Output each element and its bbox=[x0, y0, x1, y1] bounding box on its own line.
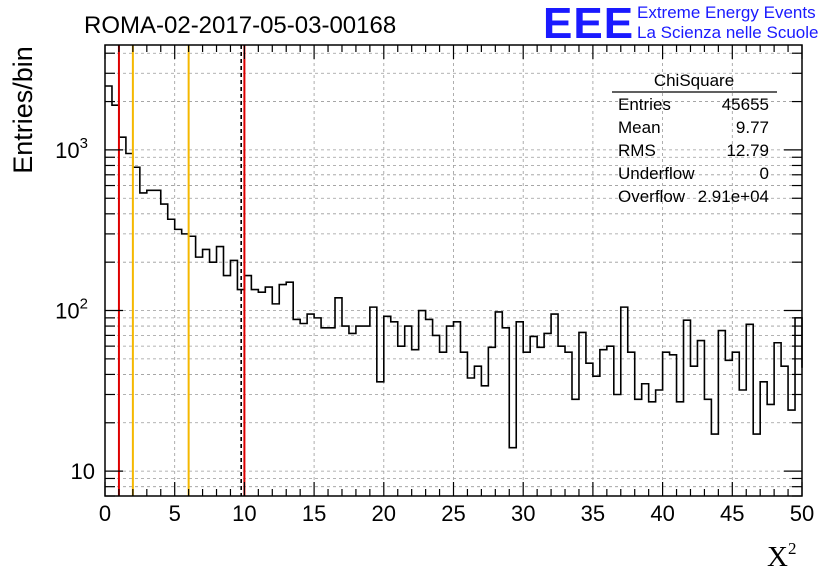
x-axis-label-sup: 2 bbox=[788, 539, 797, 558]
stats-label-mean: Mean bbox=[618, 118, 661, 137]
logo-line-1: Extreme Energy Events bbox=[637, 3, 816, 22]
stats-value-rms: 12.79 bbox=[726, 141, 769, 160]
x-tick-label: 35 bbox=[581, 501, 605, 526]
y-tick-label: 103 bbox=[55, 135, 88, 163]
grid-lines bbox=[105, 45, 802, 497]
y-tick-label-base: 10 bbox=[55, 138, 79, 163]
histogram-outline bbox=[105, 85, 803, 449]
stats-label-underflow: Underflow bbox=[618, 164, 695, 183]
x-tick-label: 45 bbox=[720, 501, 744, 526]
y-tick-label-base: 10 bbox=[55, 299, 79, 324]
stats-label-entries: Entries bbox=[618, 95, 671, 114]
x-tick-label: 15 bbox=[302, 501, 326, 526]
x-tick-label: 10 bbox=[232, 501, 256, 526]
stats-value-overflow: 2.91e+04 bbox=[698, 187, 769, 206]
histogram-layer bbox=[105, 85, 803, 449]
axis-ticks bbox=[104, 45, 803, 497]
x-tick-label: 0 bbox=[99, 501, 111, 526]
x-axis-label: X2 bbox=[767, 539, 796, 572]
x-tick-label: 40 bbox=[650, 501, 674, 526]
x-tick-label: 25 bbox=[441, 501, 465, 526]
x-tick-label: 20 bbox=[372, 501, 396, 526]
stats-box: ChiSquare Entries 45655 Mean 9.77 RMS 12… bbox=[612, 71, 777, 206]
reference-lines bbox=[117, 45, 246, 496]
eee-logo: EEE bbox=[543, 0, 635, 48]
stats-label-overflow: Overflow bbox=[618, 187, 686, 206]
y-tick-label: 10 bbox=[71, 459, 95, 484]
stats-value-entries: 45655 bbox=[722, 95, 769, 114]
logo-line-2: La Scienza nelle Scuole bbox=[637, 23, 819, 42]
x-tick-label: 50 bbox=[790, 501, 814, 526]
x-tick-label: 30 bbox=[511, 501, 535, 526]
stats-label-rms: RMS bbox=[618, 141, 656, 160]
y-axis-label: Entries/bin bbox=[8, 46, 38, 174]
y-tick-label: 102 bbox=[55, 296, 88, 324]
y-tick-label-base: 10 bbox=[71, 459, 95, 484]
x-tick-label: 5 bbox=[169, 501, 181, 526]
stats-value-mean: 9.77 bbox=[736, 118, 769, 137]
stats-value-underflow: 0 bbox=[760, 164, 769, 183]
x-axis-label-base: X bbox=[767, 541, 788, 572]
y-tick-label-exp: 3 bbox=[80, 135, 88, 152]
run-title: ROMA-02-2017-05-03-00168 bbox=[84, 12, 396, 39]
y-tick-label-exp: 2 bbox=[80, 296, 88, 313]
stats-title: ChiSquare bbox=[654, 71, 734, 90]
